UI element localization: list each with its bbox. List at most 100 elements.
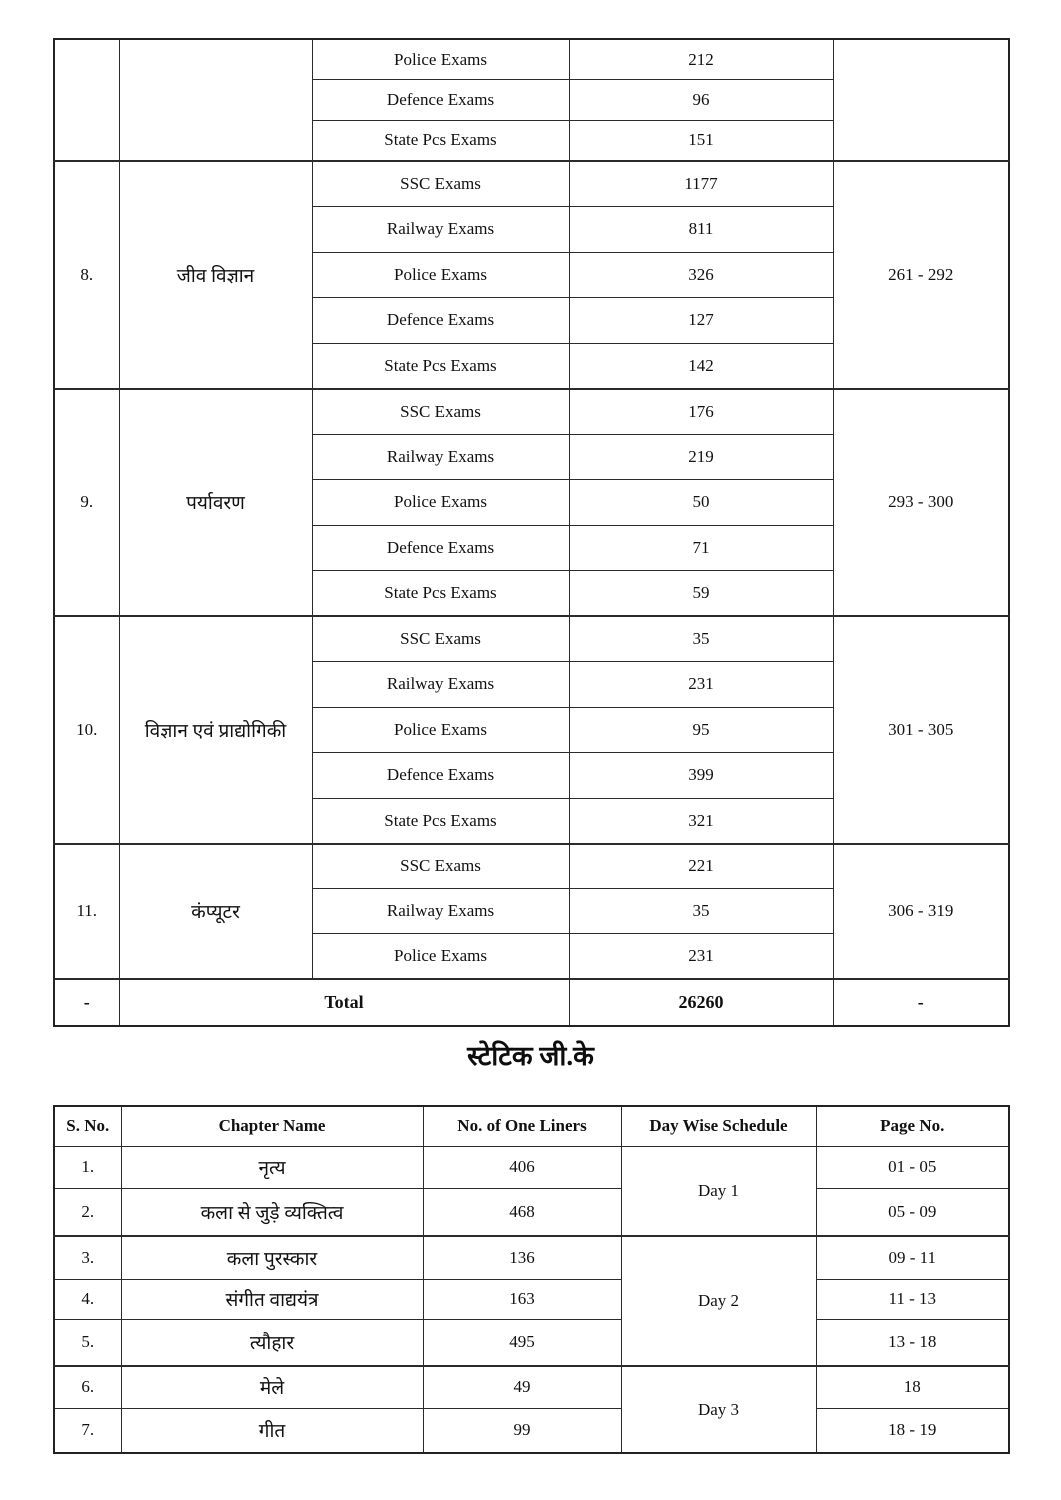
exam-cell: State Pcs Exams <box>311 119 570 162</box>
count-cell: 151 <box>568 119 834 162</box>
header-day-wise-schedule: Day Wise Schedule <box>620 1105 817 1147</box>
count-cell: 321 <box>568 797 834 845</box>
table-row: 4. संगीत वाद्ययंत्र 163 11 - 13 <box>53 1278 1010 1320</box>
page-cell: 11 - 13 <box>815 1278 1010 1320</box>
header-page-no: Page No. <box>815 1105 1010 1147</box>
sno-cell: 5. <box>53 1318 122 1367</box>
table-row: Railway Exams 231 <box>54 661 1009 708</box>
page-range-cell: 301 - 305 <box>832 615 1010 845</box>
sno-cell: 1. <box>53 1145 122 1189</box>
table-row: 7. गीत 99 18 - 19 <box>53 1407 1010 1454</box>
table-row: Police Exams 50 <box>54 479 1009 526</box>
count-cell: 219 <box>568 433 834 481</box>
table-row: State Pcs Exams 321 <box>54 797 1009 845</box>
count-cell: 142 <box>568 342 834 390</box>
count-cell: 71 <box>568 524 834 572</box>
one-liners-cell: 468 <box>422 1187 622 1237</box>
chapter-cell: जीव विज्ञान <box>118 160 313 390</box>
exam-cell: SSC Exams <box>311 387 570 435</box>
page-range-cell <box>832 38 1010 162</box>
header-one-liners: No. of One Liners <box>422 1105 622 1147</box>
chapter-cell: गीत <box>120 1407 424 1454</box>
table-row: Railway Exams 811 <box>54 206 1009 253</box>
chapter-cell: कला से जुड़े व्यक्तित्व <box>120 1187 424 1237</box>
count-cell: 35 <box>568 615 834 663</box>
page-cell: 05 - 09 <box>815 1187 1010 1237</box>
page-range-cell: 261 - 292 <box>832 160 1010 390</box>
exam-cell: Railway Exams <box>311 888 570 935</box>
sno-cell: 8. <box>53 160 120 390</box>
table-row: State Pcs Exams 59 <box>54 570 1009 617</box>
count-cell: 1177 <box>568 160 834 208</box>
count-cell: 231 <box>568 933 834 980</box>
sno-cell: 4. <box>53 1278 122 1320</box>
exam-cell: Defence Exams <box>311 79 570 121</box>
exam-cell: Police Exams <box>311 706 570 754</box>
chapter-cell: विज्ञान एवं प्राद्योगिकी <box>118 615 313 845</box>
count-cell: 50 <box>568 479 834 526</box>
one-liners-cell: 163 <box>422 1278 622 1320</box>
table-row: Police Exams 95 <box>54 706 1009 754</box>
section-heading: स्टेटिक जी.के <box>467 1041 594 1071</box>
chapter-cell: कला पुरस्कार <box>120 1235 424 1280</box>
day-cell: Day 2 <box>620 1235 817 1367</box>
page-cell: 09 - 11 <box>815 1235 1010 1280</box>
total-pages-cell: - <box>832 977 1010 1027</box>
table-row: Police Exams 231 <box>54 933 1009 980</box>
sno-cell <box>53 38 120 162</box>
table-row: 6. मेले 49 Day 3 18 <box>53 1365 1010 1454</box>
table-row: Railway Exams 219 <box>54 433 1009 481</box>
table-row: Defence Exams 71 <box>54 524 1009 572</box>
count-cell: 127 <box>568 297 834 344</box>
exam-cell: Defence Exams <box>311 752 570 799</box>
chapter-cell: मेले <box>120 1365 424 1409</box>
page-cell: 01 - 05 <box>815 1145 1010 1189</box>
page-range-cell: 293 - 300 <box>832 387 1010 617</box>
exam-cell: SSC Exams <box>311 160 570 208</box>
total-count-cell: 26260 <box>568 977 834 1027</box>
one-liners-cell: 406 <box>422 1145 622 1189</box>
chapter-cell: त्यौहार <box>120 1318 424 1367</box>
count-cell: 96 <box>568 79 834 121</box>
table-row: 10. विज्ञान एवं प्राद्योगिकी SSC Exams 3… <box>53 615 1010 845</box>
sno-cell: 11. <box>53 842 120 980</box>
page-range-cell: 306 - 319 <box>832 842 1010 980</box>
exam-cell: Railway Exams <box>311 433 570 481</box>
exam-cell: State Pcs Exams <box>311 797 570 845</box>
page-cell: 18 <box>815 1365 1010 1409</box>
day-cell: Day 3 <box>620 1365 817 1454</box>
total-label-cell: Total <box>118 977 570 1027</box>
page-cell: 13 - 18 <box>815 1318 1010 1367</box>
table-row: Police Exams 326 <box>54 251 1009 299</box>
one-liners-cell: 49 <box>422 1365 622 1409</box>
exam-cell: Police Exams <box>311 479 570 526</box>
count-cell: 326 <box>568 251 834 299</box>
table-row: 11. कंप्यूटर SSC Exams 221 306 - 319 <box>53 842 1010 980</box>
count-cell: 212 <box>568 38 834 81</box>
table-row: 9. पर्यावरण SSC Exams 176 293 - 300 <box>53 387 1010 617</box>
sno-cell: 7. <box>53 1407 122 1454</box>
table-row: 3. कला पुरस्कार 136 Day 2 09 - 11 <box>53 1235 1010 1367</box>
count-cell: 399 <box>568 752 834 799</box>
exam-cell: Railway Exams <box>311 206 570 253</box>
table-row: - Total 26260 - <box>53 977 1010 1027</box>
chapter-cell: संगीत वाद्ययंत्र <box>120 1278 424 1320</box>
exam-cell: SSC Exams <box>311 842 570 890</box>
exam-index-table: Police Exams 212 Defence Exams 96 State … <box>53 38 1010 1028</box>
one-liners-cell: 99 <box>422 1407 622 1454</box>
count-cell: 176 <box>568 387 834 435</box>
one-liners-cell: 495 <box>422 1318 622 1367</box>
total-sno-cell: - <box>53 977 120 1027</box>
exam-cell: State Pcs Exams <box>311 342 570 390</box>
sno-cell: 6. <box>53 1365 122 1409</box>
sno-cell: 2. <box>53 1187 122 1237</box>
sno-cell: 3. <box>53 1235 122 1280</box>
table-row: Defence Exams 96 <box>54 79 1009 121</box>
static-gk-table: S. No. Chapter Name No. of One Liners Da… <box>53 1105 1010 1454</box>
table-row: Defence Exams 127 <box>54 297 1009 344</box>
table-row: State Pcs Exams 142 <box>54 342 1009 390</box>
exam-cell: Defence Exams <box>311 524 570 572</box>
exam-cell: Defence Exams <box>311 297 570 344</box>
exam-cell: Police Exams <box>311 933 570 980</box>
